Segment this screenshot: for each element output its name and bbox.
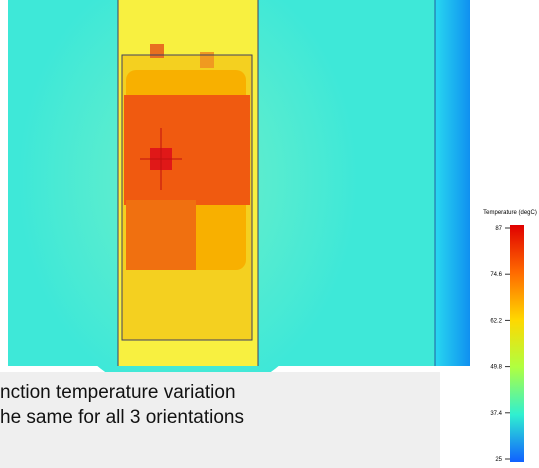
caption-box: nction temperature variation he same for…: [0, 372, 440, 468]
colorbar-title: Temperature (degC): [483, 210, 537, 216]
tick-label: 87: [495, 226, 502, 232]
tick-label: 74.6: [490, 272, 502, 278]
caption-line: he same for all 3 orientations: [0, 407, 244, 428]
heatmap: [8, 0, 470, 400]
tick-label: 62.2: [490, 318, 502, 324]
colorbar: [510, 225, 524, 462]
tick-label: 49.8: [490, 365, 502, 371]
tick-label: 25: [495, 457, 502, 463]
tick-label: 37.4: [490, 411, 502, 417]
caption-line: nction temperature variation: [0, 382, 236, 403]
